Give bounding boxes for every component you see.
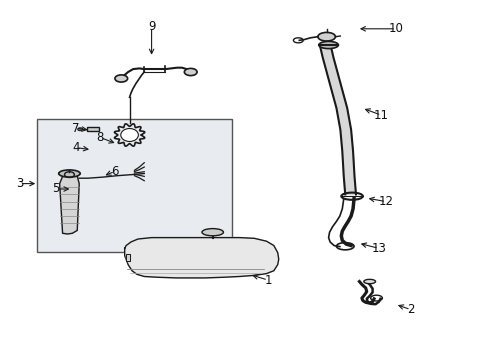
Text: 2: 2 [406, 303, 414, 316]
Text: 12: 12 [378, 195, 393, 208]
Ellipse shape [59, 170, 80, 177]
Polygon shape [126, 254, 129, 261]
Ellipse shape [121, 129, 138, 141]
Text: 9: 9 [147, 21, 155, 33]
Text: 7: 7 [72, 122, 80, 135]
Ellipse shape [78, 128, 82, 131]
Bar [87, 127, 99, 131]
Text: 10: 10 [388, 22, 403, 35]
Text: 5: 5 [52, 183, 60, 195]
Text: 6: 6 [111, 165, 119, 178]
Polygon shape [124, 238, 278, 278]
Text: 4: 4 [72, 141, 80, 154]
Polygon shape [60, 176, 79, 234]
Text: 3: 3 [16, 177, 23, 190]
Text: 13: 13 [371, 242, 386, 255]
Ellipse shape [115, 75, 127, 82]
Text: 1: 1 [264, 274, 271, 287]
Ellipse shape [317, 32, 335, 41]
Ellipse shape [202, 229, 223, 236]
Polygon shape [319, 45, 355, 194]
Ellipse shape [318, 41, 338, 49]
Text: 8: 8 [96, 131, 104, 144]
Ellipse shape [363, 279, 375, 284]
FancyBboxPatch shape [37, 119, 232, 252]
Text: 11: 11 [373, 109, 388, 122]
Ellipse shape [184, 68, 197, 76]
